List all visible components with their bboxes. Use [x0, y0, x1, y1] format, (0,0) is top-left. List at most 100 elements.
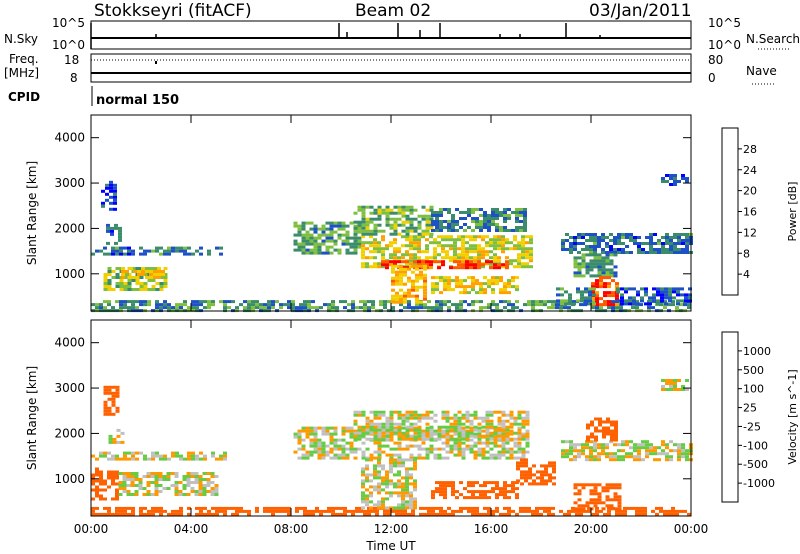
data-cell: [433, 419, 438, 423]
data-cell: [581, 504, 586, 508]
data-cell: [544, 470, 548, 474]
data-cell: [115, 494, 119, 498]
data-cell: [483, 496, 487, 500]
data-cell: [325, 444, 330, 448]
data-cell: [625, 251, 629, 254]
data-cell: [633, 446, 637, 450]
data-cell: [617, 507, 622, 511]
data-cell: [138, 478, 143, 481]
data-cell: [377, 262, 381, 266]
data-cell: [303, 512, 307, 516]
data-cell: [415, 276, 419, 280]
data-cell: [171, 512, 175, 516]
data-cell: [517, 450, 522, 454]
data-cell: [505, 256, 509, 260]
data-cell: [673, 385, 677, 388]
data-cell: [161, 270, 165, 273]
data-cell: [141, 273, 145, 276]
data-cell: [451, 223, 455, 226]
data-cell: [179, 249, 183, 253]
data-cell: [607, 285, 611, 289]
data-cell: [305, 236, 310, 240]
data-cell: [377, 211, 382, 215]
data-cell: [610, 423, 614, 427]
data-cell: [151, 451, 155, 455]
data-cell: [206, 472, 211, 475]
data-cell: [431, 211, 435, 214]
data-cell: [107, 473, 111, 477]
data-cell: [399, 288, 403, 292]
data-cell: [413, 422, 418, 426]
data-cell: [309, 242, 314, 246]
data-cell: [591, 285, 595, 289]
data-cell: [305, 233, 310, 237]
data-cell: [520, 473, 524, 477]
data-cell: [122, 475, 127, 478]
data-cell: [475, 509, 479, 513]
data-cell: [649, 251, 653, 254]
data-cell: [174, 484, 179, 487]
data-cell: [469, 250, 473, 254]
data-cell: [485, 422, 490, 426]
data-cell: [585, 504, 590, 508]
data-cell: [195, 249, 199, 253]
data-cell: [433, 437, 438, 441]
data-cell: [135, 282, 140, 285]
data-cell: [605, 271, 610, 275]
data-cell: [610, 432, 614, 436]
data-cell: [325, 245, 330, 249]
data-cell: [433, 260, 437, 264]
data-cell: [99, 470, 103, 474]
data-cell: [339, 300, 343, 304]
data-cell: [449, 437, 454, 441]
data-cell: [409, 506, 413, 510]
data-cell: [681, 177, 685, 180]
data-cell: [615, 282, 619, 286]
data-cell: [489, 456, 494, 460]
data-cell: [115, 491, 119, 495]
data-cell: [461, 247, 465, 251]
data-cell: [305, 453, 310, 457]
data-cell: [397, 464, 401, 468]
data-cell: [409, 428, 414, 432]
data-cell: [615, 285, 619, 289]
data-cell: [613, 498, 618, 502]
data-cell: [150, 472, 155, 475]
data-cell: [503, 496, 507, 500]
data-cell: [427, 506, 431, 510]
data-cell: [617, 251, 621, 254]
data-cell: [495, 226, 499, 229]
data-cell: [393, 217, 398, 221]
data-cell: [95, 306, 99, 310]
data-cell: [365, 256, 369, 260]
data-cell: [497, 444, 502, 448]
data-cell: [439, 506, 443, 510]
data-cell: [113, 186, 117, 190]
data-cell: [381, 506, 385, 510]
data-cell: [439, 276, 443, 280]
data-cell: [393, 431, 398, 435]
data-cell: [178, 493, 183, 496]
data-cell: [115, 457, 119, 461]
data-cell: [385, 482, 389, 486]
data-cell: [521, 453, 526, 457]
data-cell: [166, 478, 171, 481]
data-cell: [145, 270, 149, 273]
data-cell: [489, 413, 494, 417]
data-cell: [661, 180, 665, 183]
data-cell: [401, 491, 405, 495]
data-cell: [301, 227, 306, 231]
data-cell: [195, 306, 199, 310]
data-cell: [602, 420, 606, 424]
data-cell: [509, 453, 514, 457]
data-cell: [357, 205, 362, 209]
data-cell: [279, 509, 283, 513]
data-cell: [437, 432, 442, 436]
data-cell: [485, 235, 489, 239]
data-cell: [123, 451, 127, 455]
data-cell: [353, 456, 358, 460]
data-cell: [602, 435, 606, 439]
data-cell: [495, 214, 499, 217]
data-cell: [623, 509, 627, 513]
data-cell: [105, 198, 109, 202]
